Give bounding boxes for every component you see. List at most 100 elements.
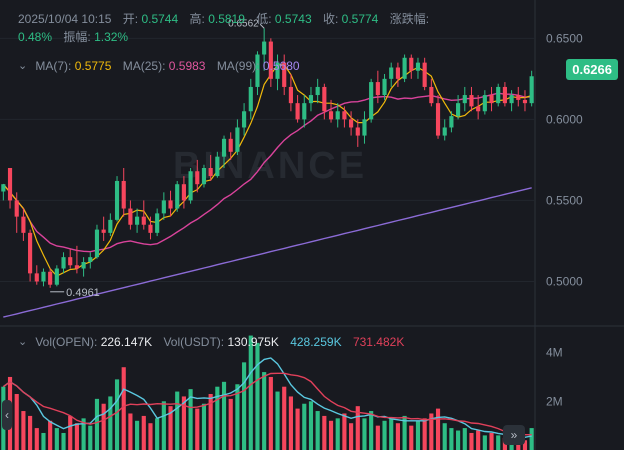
candle-body [415, 62, 421, 71]
candle-body [7, 168, 13, 201]
y-tick-label: 0.5000 [546, 274, 583, 288]
candle-body [48, 271, 53, 285]
candle-body [522, 99, 528, 104]
candle-body [275, 62, 280, 79]
candle-body [168, 200, 173, 209]
candle-body [14, 200, 19, 217]
volume-bar [389, 418, 394, 450]
volume-bar [68, 415, 73, 450]
candle-body [288, 86, 293, 104]
candle-body [181, 184, 186, 201]
volume-bar [469, 432, 474, 450]
volume-bar [409, 425, 414, 450]
double-chevron-right-icon: » [510, 428, 518, 442]
candle-body [195, 171, 200, 185]
volume-bar [114, 379, 120, 450]
vol-ma1-value: 428.259K [290, 335, 342, 349]
volume-bar [529, 428, 534, 450]
candle-body [228, 138, 233, 152]
volume-bar [121, 367, 126, 450]
scroll-left-button[interactable]: ‹ [2, 400, 12, 430]
volume-bar [148, 423, 153, 450]
ma25-label: MA(25): [122, 59, 166, 73]
candle-body [161, 200, 166, 214]
candle-body [28, 232, 33, 274]
volume-bar [242, 362, 247, 450]
low-annotation: 0.4961 [66, 287, 100, 299]
volume-bar [342, 413, 347, 450]
volume-bar [476, 430, 481, 450]
volume-bar [288, 396, 293, 450]
high-annotation: 0.6562 [228, 18, 259, 29]
chevron-down-icon[interactable]: ⌄ [18, 336, 28, 348]
volume-bar [442, 423, 447, 450]
candle-body [175, 184, 180, 209]
candle-body [242, 111, 247, 128]
candle-body [235, 127, 240, 152]
volume-bar [215, 386, 220, 450]
volume-bar [228, 398, 233, 450]
candle-body [442, 127, 447, 136]
candle-body [34, 273, 39, 282]
candle-body [108, 219, 113, 233]
vol-open-label: Vol(OPEN): [35, 335, 98, 349]
candle-body [355, 127, 360, 136]
ohlc-header-row2: 0.48% 振幅: 1.32% [18, 29, 128, 45]
candle-body [308, 95, 314, 104]
candle-body [476, 106, 481, 112]
volume-bar [188, 389, 193, 450]
volume-bar [268, 376, 273, 450]
open-value: 0.5744 [141, 12, 179, 26]
candle-body [208, 168, 213, 177]
candle-body [121, 180, 126, 209]
volume-bar [168, 406, 173, 450]
low-label: 低: [256, 12, 272, 26]
low-value: 0.5743 [274, 12, 312, 26]
volume-bar [81, 418, 86, 450]
candle-body [114, 180, 120, 220]
amplitude-value: 1.32% [94, 30, 129, 44]
ma7-value: 0.5775 [74, 59, 112, 73]
candle-body [449, 116, 454, 128]
scroll-to-latest-button[interactable]: » [503, 425, 525, 445]
volume-bar [422, 418, 427, 450]
ma99-line [3, 187, 532, 318]
candle-body [462, 95, 467, 104]
volume-bar [74, 423, 79, 450]
close-value: 0.5774 [341, 12, 379, 26]
ma25-value: 0.5983 [168, 59, 206, 73]
volume-ma2-line [2, 372, 532, 436]
candle-body [68, 257, 73, 266]
volume-bar [282, 386, 287, 450]
change-value: 0.48% [18, 30, 53, 44]
volume-bar [382, 420, 387, 450]
ma-legend: ⌄ MA(7): 0.5775 MA(25): 0.5983 MA(99): 0… [18, 58, 300, 74]
candle-body [362, 119, 367, 136]
ma99-label: MA(99): [216, 59, 260, 73]
volume-bar [435, 408, 441, 450]
candle-body [88, 257, 93, 263]
candle-body [135, 216, 140, 225]
ma25-line [2, 92, 532, 253]
candle-body [302, 103, 307, 120]
volume-bar [496, 435, 501, 450]
volume-bar [429, 413, 434, 450]
volume-bar [28, 415, 33, 450]
volume-bar [175, 391, 180, 450]
close-label: 收: [322, 12, 339, 26]
ma7-label: MA(7): [35, 59, 72, 73]
ma99-value: 0.5680 [262, 59, 300, 73]
y-tick-label: 0.6500 [546, 31, 583, 45]
volume-bar [88, 425, 93, 450]
candle-body [54, 268, 59, 285]
volume-bar [349, 423, 354, 450]
candle-body [422, 62, 427, 87]
change-label: 涨跌幅: [389, 12, 430, 26]
open-label: 开: [122, 12, 139, 26]
volume-bar [141, 415, 146, 450]
volume-bar [135, 420, 140, 450]
chevron-down-icon[interactable]: ⌄ [18, 60, 28, 72]
volume-bar [275, 391, 280, 450]
volume-bar [101, 403, 106, 450]
